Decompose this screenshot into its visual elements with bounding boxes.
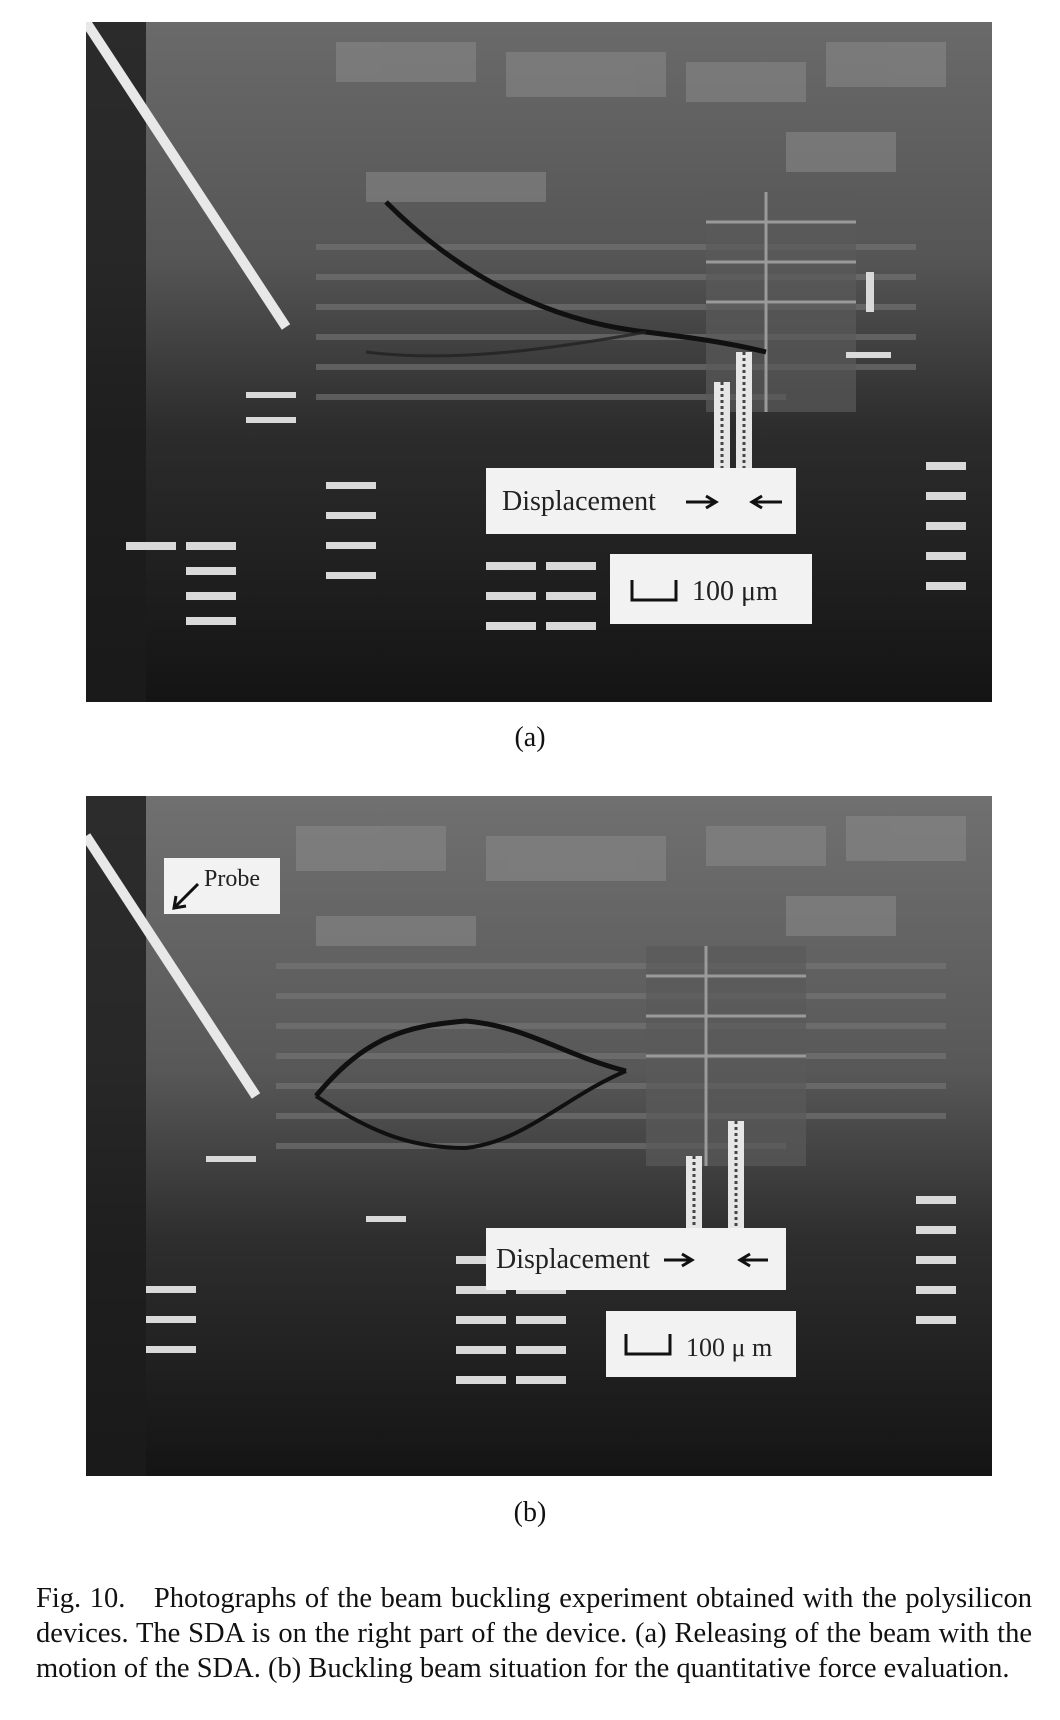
subfigure-label-b: (b) <box>513 1497 547 1528</box>
photo-panel-a: Displacement 100 μm <box>86 22 992 702</box>
displacement-label-b: Displacement <box>496 1244 650 1275</box>
displacement-label-a: Displacement <box>502 486 656 517</box>
subfigure-label-a: (a) <box>514 722 546 753</box>
probe-label: Probe <box>204 866 260 892</box>
micrograph-a: Displacement 100 μm <box>86 22 992 702</box>
scale-label-b: 100 μ m <box>686 1333 772 1362</box>
scale-bar-icon <box>630 580 678 602</box>
scale-bar-icon <box>624 1334 672 1356</box>
probe-arrow-icon <box>172 882 200 910</box>
figure-caption: Fig. 10. Photographs of the beam bucklin… <box>36 1582 1032 1684</box>
photo-panel-b: Probe Displacement 100 μ m <box>86 796 992 1476</box>
micrograph-b: Probe Displacement 100 μ m <box>86 796 992 1476</box>
scale-label-a: 100 μm <box>692 576 778 607</box>
